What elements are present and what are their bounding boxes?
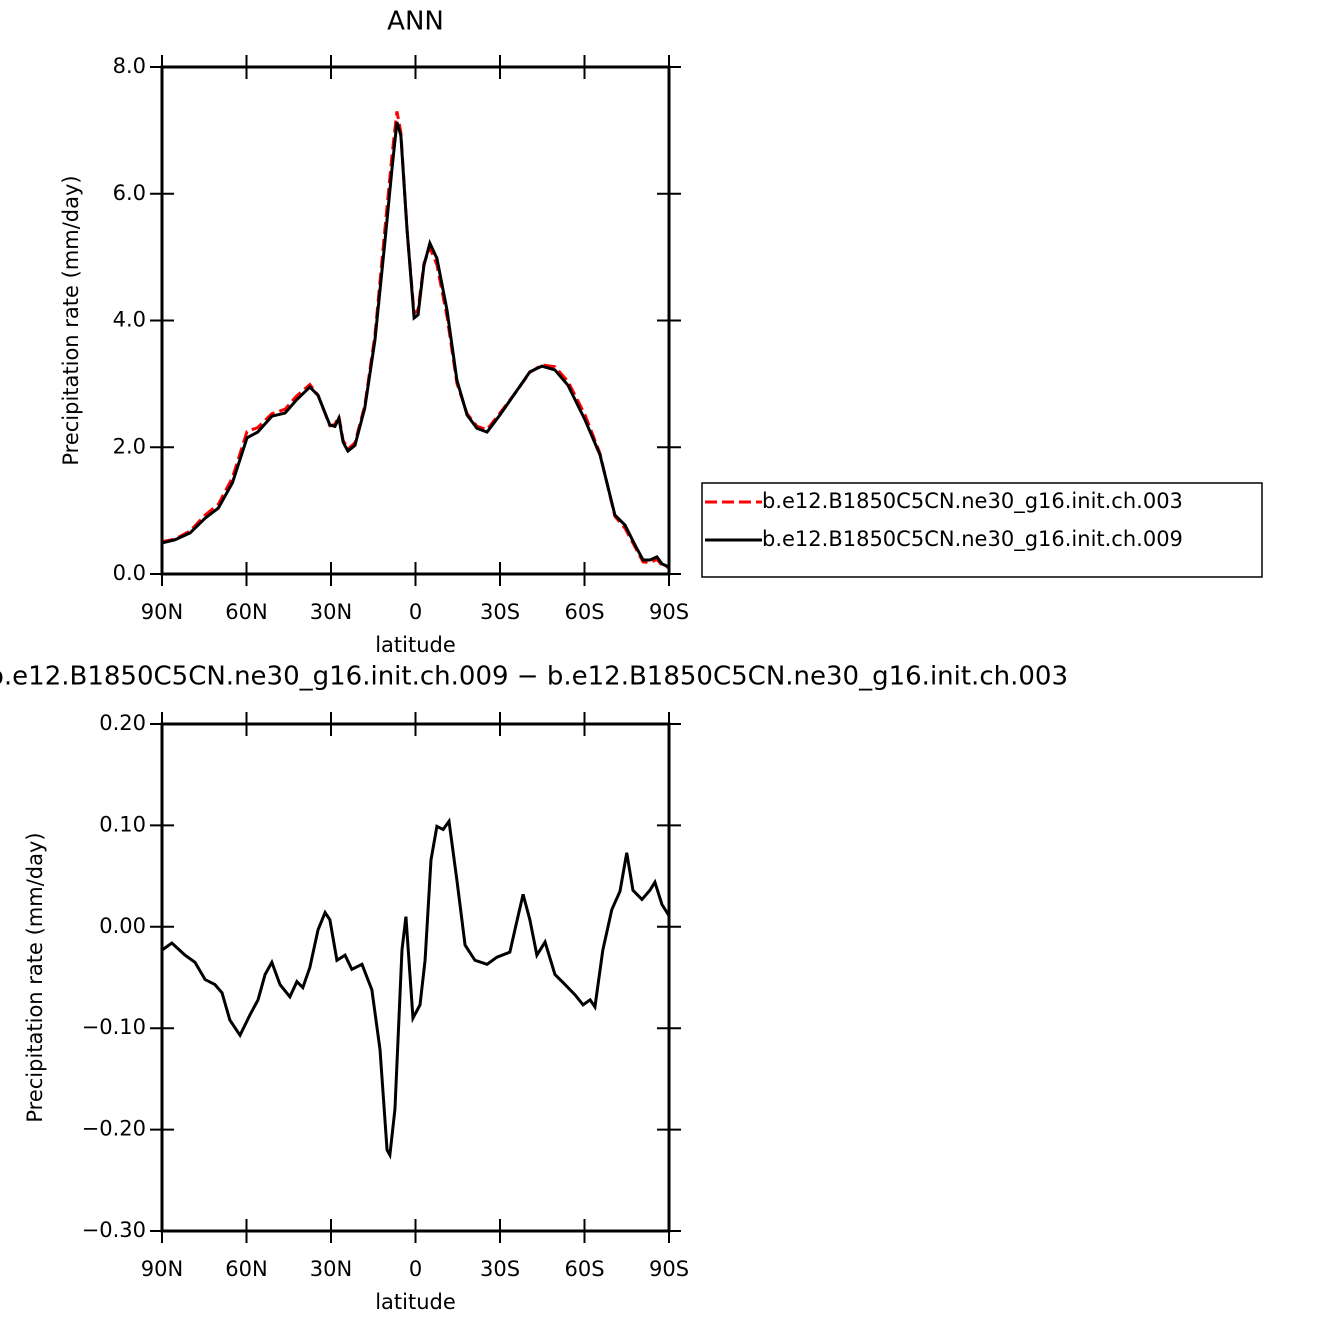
x-tick-label: 90S: [649, 1257, 689, 1281]
y-tick-label: −0.10: [82, 1015, 146, 1039]
x-axis-label: latitude: [375, 1290, 456, 1314]
data-line: [161, 121, 670, 569]
legend-label: b.e12.B1850C5CN.ne30_g16.init.ch.003: [762, 489, 1183, 514]
x-tick-label: 90S: [649, 600, 689, 624]
x-tick-label: 90N: [141, 600, 183, 624]
x-tick-label: 60N: [225, 600, 267, 624]
y-tick-label: 0.10: [99, 812, 146, 836]
x-tick-label: 0: [409, 600, 422, 624]
y-tick-label: 4.0: [113, 308, 146, 332]
x-tick-label: 30S: [480, 1257, 520, 1281]
y-tick-label: 2.0: [113, 434, 146, 458]
y-axis-label: Precipitation rate (mm/day): [23, 832, 47, 1122]
x-tick-label: 30N: [310, 600, 352, 624]
legend-label: b.e12.B1850C5CN.ne30_g16.init.ch.009: [762, 527, 1183, 552]
x-tick-label: 30N: [310, 1257, 352, 1281]
y-tick-label: −0.20: [82, 1117, 146, 1141]
y-axis-label: Precipitation rate (mm/day): [59, 175, 83, 465]
y-tick-label: 0.20: [99, 711, 146, 735]
data-line: [161, 111, 670, 570]
chart-title: ANN: [387, 7, 444, 37]
chart-title: b.e12.B1850C5CN.ne30_g16.init.ch.009 − b…: [0, 662, 1068, 692]
plot-frame: [160, 722, 671, 1233]
legend-box: [701, 482, 1263, 578]
y-tick-label: 0.00: [99, 914, 146, 938]
x-tick-label: 60N: [225, 1257, 267, 1281]
plot-frame: [160, 65, 671, 576]
x-axis-label: latitude: [375, 633, 456, 657]
x-tick-label: 60S: [564, 600, 604, 624]
x-tick-label: 30S: [480, 600, 520, 624]
x-tick-label: 0: [409, 1257, 422, 1281]
y-tick-label: 0.0: [113, 561, 146, 585]
x-tick-label: 90N: [141, 1257, 183, 1281]
y-tick-label: −0.30: [82, 1218, 146, 1242]
data-line: [161, 817, 671, 1160]
x-tick-label: 60S: [564, 1257, 604, 1281]
y-tick-label: 8.0: [113, 54, 146, 78]
y-tick-label: 6.0: [113, 181, 146, 205]
